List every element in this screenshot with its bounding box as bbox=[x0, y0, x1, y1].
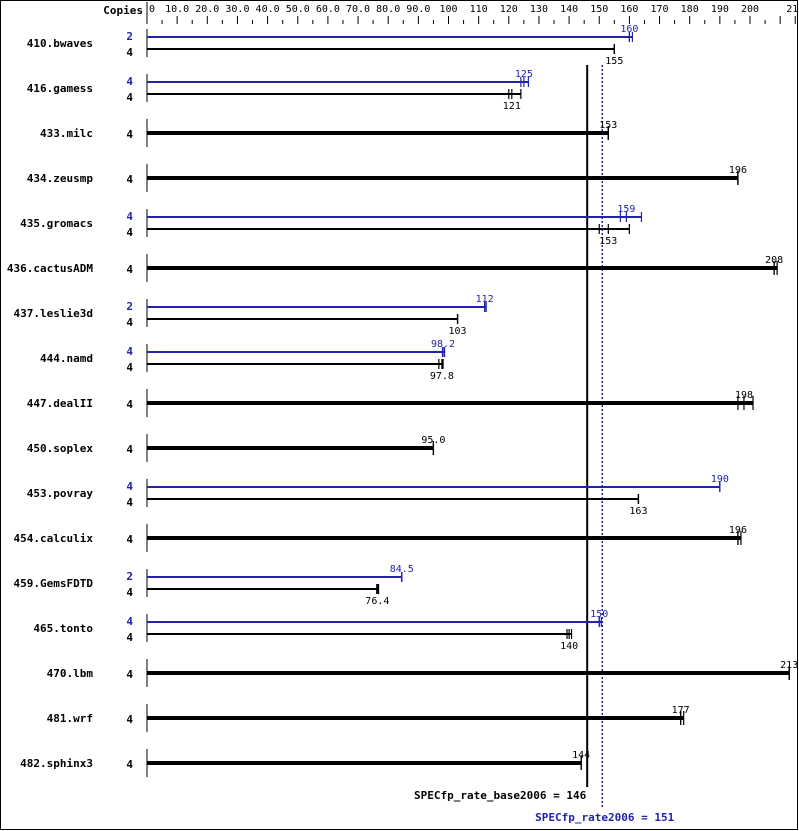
base-value-label: 196 bbox=[729, 165, 747, 176]
base-value-label: 213 bbox=[780, 660, 798, 671]
benchmark-label: 465.tonto bbox=[33, 622, 93, 635]
peak-copies: 4 bbox=[126, 345, 133, 358]
tick-label: 180 bbox=[681, 4, 699, 15]
benchmark-label: 450.soplex bbox=[27, 442, 94, 455]
peak-copies: 4 bbox=[126, 480, 133, 493]
peak-value-label: 160 bbox=[620, 24, 638, 35]
tick-label: 0 bbox=[149, 4, 155, 15]
base-value-label: 140 bbox=[560, 641, 578, 652]
copies-header: Copies bbox=[103, 4, 143, 17]
base-value-label: 153 bbox=[599, 120, 617, 131]
base-copies: 4 bbox=[126, 586, 133, 599]
benchmark-label: 459.GemsFDTD bbox=[14, 577, 94, 590]
base-copies: 4 bbox=[126, 46, 133, 59]
peak-value-label: 125 bbox=[515, 69, 533, 80]
base-value-label: 153 bbox=[599, 236, 617, 247]
benchmark-label: 482.sphinx3 bbox=[20, 757, 93, 770]
peak-copies: 2 bbox=[126, 30, 133, 43]
tick-label: 50.0 bbox=[286, 4, 310, 15]
base-value-label: 208 bbox=[765, 255, 783, 266]
base-copies: 4 bbox=[126, 631, 133, 644]
peak-copies: 2 bbox=[126, 300, 133, 313]
tick-label: 30.0 bbox=[225, 4, 249, 15]
peak-value-label: 98.2 bbox=[431, 339, 455, 350]
tick-label: 120 bbox=[500, 4, 518, 15]
base-copies: 4 bbox=[126, 496, 133, 509]
benchmark-label: 470.lbm bbox=[47, 667, 94, 680]
base-value-label: 121 bbox=[503, 101, 521, 112]
benchmark-label: 416.gamess bbox=[27, 82, 93, 95]
benchmark-label: 454.calculix bbox=[14, 532, 94, 545]
peak-value-label: 190 bbox=[711, 474, 729, 485]
base-copies: 4 bbox=[126, 533, 133, 546]
peak-value-label: 150 bbox=[590, 609, 608, 620]
tick-label: 20.0 bbox=[195, 4, 219, 15]
base-copies: 4 bbox=[126, 91, 133, 104]
tick-label: 10.0 bbox=[165, 4, 189, 15]
base-summary-label: SPECfp_rate_base2006 = 146 bbox=[414, 789, 587, 802]
base-value-label: 144 bbox=[572, 750, 590, 761]
peak-summary-label: SPECfp_rate2006 = 151 bbox=[535, 811, 674, 824]
base-copies: 4 bbox=[126, 226, 133, 239]
tick-label: 110 bbox=[470, 4, 488, 15]
base-copies: 4 bbox=[126, 713, 133, 726]
tick-label: 150 bbox=[590, 4, 608, 15]
base-value-label: 95.0 bbox=[421, 435, 445, 446]
peak-copies: 4 bbox=[126, 75, 133, 88]
base-value-label: 97.8 bbox=[430, 371, 454, 382]
peak-value-label: 159 bbox=[617, 204, 635, 215]
peak-copies: 2 bbox=[126, 570, 133, 583]
tick-label: 40.0 bbox=[256, 4, 280, 15]
tick-label: 190 bbox=[711, 4, 729, 15]
benchmark-label: 481.wrf bbox=[47, 712, 93, 725]
tick-label: 60.0 bbox=[316, 4, 340, 15]
peak-value-label: 84.5 bbox=[390, 564, 414, 575]
base-value-label: 177 bbox=[672, 705, 690, 716]
base-copies: 4 bbox=[126, 361, 133, 374]
peak-copies: 4 bbox=[126, 210, 133, 223]
base-copies: 4 bbox=[126, 443, 133, 456]
benchmark-label: 410.bwaves bbox=[27, 37, 93, 50]
benchmark-label: 447.dealII bbox=[27, 397, 93, 410]
tick-label: 70.0 bbox=[346, 4, 370, 15]
base-copies: 4 bbox=[126, 316, 133, 329]
benchmark-label: 433.milc bbox=[40, 127, 93, 140]
benchmark-label: 453.povray bbox=[27, 487, 94, 500]
base-value-label: 196 bbox=[729, 525, 747, 536]
tick-label: 100 bbox=[439, 4, 457, 15]
tick-label: 170 bbox=[651, 4, 669, 15]
base-value-label: 155 bbox=[605, 56, 623, 67]
base-value-label: 163 bbox=[629, 506, 647, 517]
benchmark-label: 436.cactusADM bbox=[7, 262, 93, 275]
base-value-label: 76.4 bbox=[365, 596, 389, 607]
tick-label: 200 bbox=[741, 4, 759, 15]
benchmark-label: 444.namd bbox=[40, 352, 93, 365]
base-value-label: 103 bbox=[449, 326, 467, 337]
tick-label: 215 bbox=[786, 4, 799, 15]
tick-label: 160 bbox=[620, 4, 638, 15]
base-copies: 4 bbox=[126, 398, 133, 411]
tick-label: 130 bbox=[530, 4, 548, 15]
base-copies: 4 bbox=[126, 668, 133, 681]
tick-label: 140 bbox=[560, 4, 578, 15]
benchmark-label: 437.leslie3d bbox=[14, 307, 93, 320]
base-copies: 4 bbox=[126, 263, 133, 276]
base-value-label: 198 bbox=[735, 390, 753, 401]
tick-label: 80.0 bbox=[376, 4, 400, 15]
base-copies: 4 bbox=[126, 128, 133, 141]
base-copies: 4 bbox=[126, 758, 133, 771]
benchmark-label: 434.zeusmp bbox=[27, 172, 94, 185]
peak-value-label: 112 bbox=[476, 294, 494, 305]
benchmark-label: 435.gromacs bbox=[20, 217, 93, 230]
tick-label: 90.0 bbox=[406, 4, 430, 15]
peak-copies: 4 bbox=[126, 615, 133, 628]
base-copies: 4 bbox=[126, 173, 133, 186]
